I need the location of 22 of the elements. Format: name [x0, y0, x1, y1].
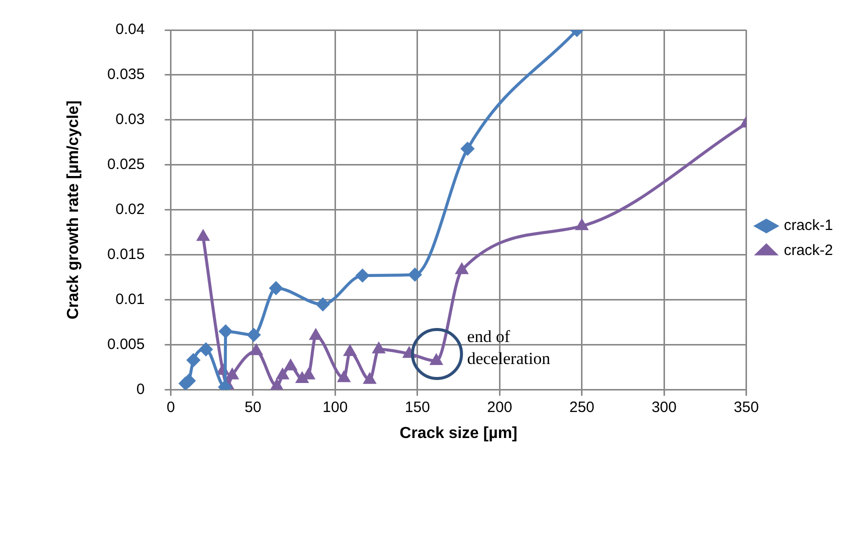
legend-label: crack-2 — [784, 242, 834, 260]
y-axis-title: Crack growth rate [µm/cycle] — [65, 100, 82, 320]
y-tick-label: 0.005 — [107, 336, 145, 353]
y-tick-label: 0.02 — [116, 201, 145, 218]
y-tick-label: 0.04 — [116, 21, 145, 38]
legend-label: crack-1 — [784, 217, 834, 234]
x-tick-label: 250 — [569, 398, 594, 416]
x-tick-label: 50 — [244, 398, 262, 416]
y-tick-label: 0.03 — [116, 111, 145, 128]
x-tick-label: 0 — [166, 398, 175, 416]
x-tick-label: 200 — [487, 398, 512, 416]
y-tick-label: 0.025 — [107, 156, 145, 174]
y-tick-label: 0.01 — [116, 290, 145, 308]
y-tick-label: 0.015 — [107, 246, 145, 264]
x-tick-label: 350 — [734, 398, 759, 416]
x-tick-label: 300 — [652, 398, 677, 416]
y-tick-label: 0 — [136, 380, 145, 398]
annotation: end of deceleration — [467, 326, 552, 370]
x-tick-label: 150 — [404, 398, 430, 416]
x-axis-title: Crack size [µm] — [400, 424, 518, 442]
x-tick-label: 100 — [322, 398, 348, 416]
y-tick-label: 0.035 — [107, 66, 145, 84]
